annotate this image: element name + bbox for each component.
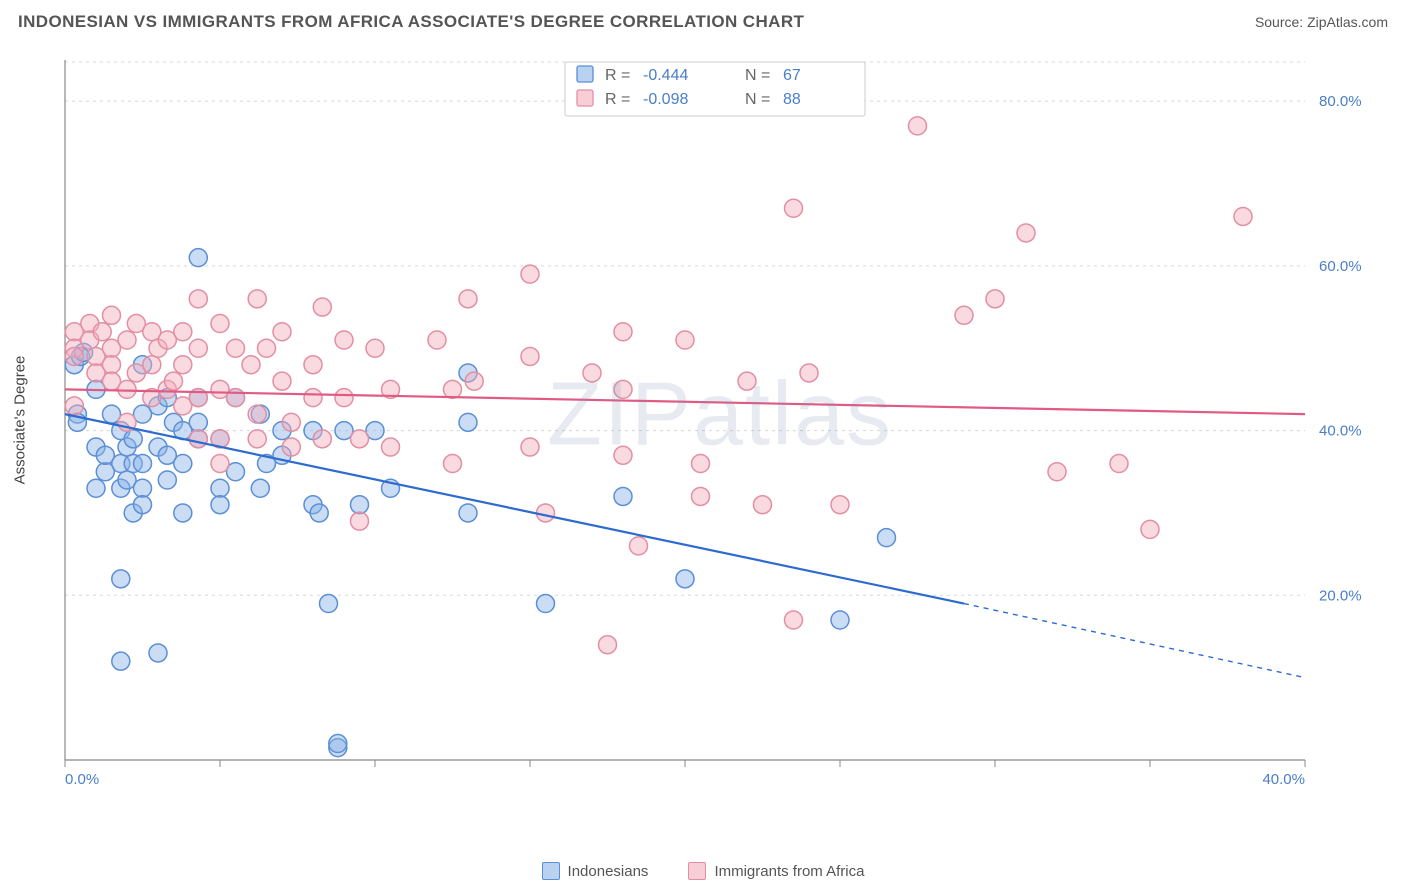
bottom-legend: Indonesians Immigrants from Africa [0, 862, 1406, 880]
svg-text:N =: N = [745, 67, 770, 84]
svg-text:40.0%: 40.0% [1319, 423, 1362, 440]
svg-text:88: 88 [783, 91, 801, 108]
legend-item-immigrants-africa: Immigrants from Africa [688, 862, 864, 880]
svg-text:-0.444: -0.444 [643, 67, 688, 84]
scatter-chart: 20.0% 40.0% 60.0% 80.0% 0.0% 40.0% R = -0.444 N … [60, 50, 1380, 790]
svg-text:R =: R = [605, 67, 630, 84]
plot-area: Associate's Degree ZIPatlas 20.0%40.0%60… [60, 50, 1380, 790]
svg-text:0.0%: 0.0% [65, 771, 99, 788]
svg-text:20.0%: 20.0% [1319, 587, 1362, 604]
legend-item-indonesians: Indonesians [542, 862, 649, 880]
legend-swatch [688, 862, 706, 880]
chart-header: INDONESIAN VS IMMIGRANTS FROM AFRICA ASS… [18, 12, 1388, 32]
svg-text:-0.098: -0.098 [643, 91, 688, 108]
svg-text:80.0%: 80.0% [1319, 93, 1362, 110]
svg-text:60.0%: 60.0% [1319, 258, 1362, 275]
y-axis-label: Associate's Degree [12, 356, 29, 485]
svg-text:40.0%: 40.0% [1262, 771, 1305, 788]
chart-title: INDONESIAN VS IMMIGRANTS FROM AFRICA ASS… [18, 12, 804, 32]
legend-label: Immigrants from Africa [714, 863, 864, 880]
legend-label: Indonesians [568, 863, 649, 880]
svg-text:67: 67 [783, 67, 801, 84]
chart-source: Source: ZipAtlas.com [1255, 14, 1388, 30]
svg-text:R =: R = [605, 91, 630, 108]
svg-text:N =: N = [745, 91, 770, 108]
legend-swatch [542, 862, 560, 880]
